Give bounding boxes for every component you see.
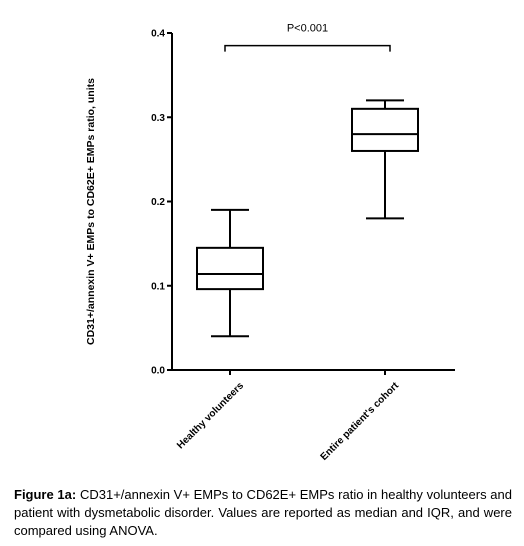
significance-bracket: [224, 44, 391, 52]
x-category-label: Healthy volunteers: [175, 380, 246, 451]
y-tick-label: 0.1: [151, 281, 165, 292]
box-plot-chart: 0.0 0.1 0.2 0.3 0.4 CD31+/annexin V+ EMPs to …: [85, 23, 455, 463]
iqr-box: [196, 246, 264, 291]
caption-label: Figure 1a:: [14, 487, 77, 502]
y-tick-label: 0.0: [151, 366, 165, 377]
iqr-box: [351, 107, 419, 152]
p-value-annotation: P<0.001: [287, 23, 328, 35]
caption-text: CD31+/annexin V+ EMPs to CD62E+ EMPs rat…: [14, 487, 512, 538]
figure-caption: Figure 1a: CD31+/annexin V+ EMPs to CD62…: [14, 486, 512, 540]
y-tick-label: 0.2: [151, 197, 165, 208]
y-axis-label: CD31+/annexin V+ EMPs to CD62E+ EMPs rat…: [85, 78, 97, 345]
x-category-label: Entire patient's cohort: [319, 380, 402, 463]
y-tick-label: 0.4: [151, 29, 165, 40]
y-tick-label: 0.3: [151, 113, 165, 124]
